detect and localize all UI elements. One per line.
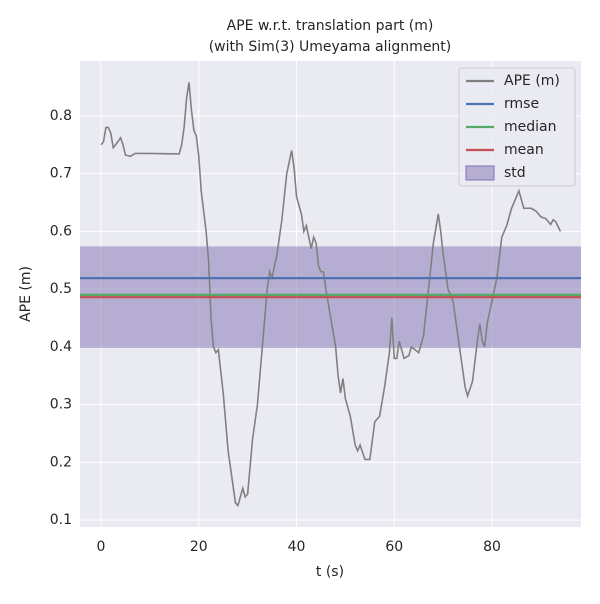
y-tick-label: 0.5 [50,281,72,297]
x-tick-label: 80 [483,539,501,555]
y-tick-label: 0.4 [50,339,72,355]
y-tick-label: 0.6 [50,223,72,239]
x-tick-label: 20 [190,539,208,555]
y-tick-label: 0.2 [50,454,72,470]
legend-label: std [504,165,526,181]
chart-title: APE w.r.t. translation part (m) [227,18,434,34]
x-tick-label: 40 [288,539,306,555]
y-tick-label: 0.7 [50,166,72,182]
legend-box [458,67,576,187]
chart-subtitle: (with Sim(3) Umeyama alignment) [209,39,452,55]
x-axis-label: t (s) [316,564,344,580]
legend-label: median [504,119,556,135]
x-tick-label: 0 [97,539,106,555]
y-tick-label: 0.8 [50,108,72,124]
x-tick-label: 60 [385,539,403,555]
legend-swatch [465,165,495,181]
y-axis-label: APE (m) [18,266,34,322]
y-tick-label: 0.1 [50,512,72,528]
legend-label: mean [504,142,544,158]
y-tick-label: 0.3 [50,397,72,413]
ape-line [100,82,562,508]
legend-label: APE (m) [504,73,560,89]
legend-label: rmse [504,96,539,112]
